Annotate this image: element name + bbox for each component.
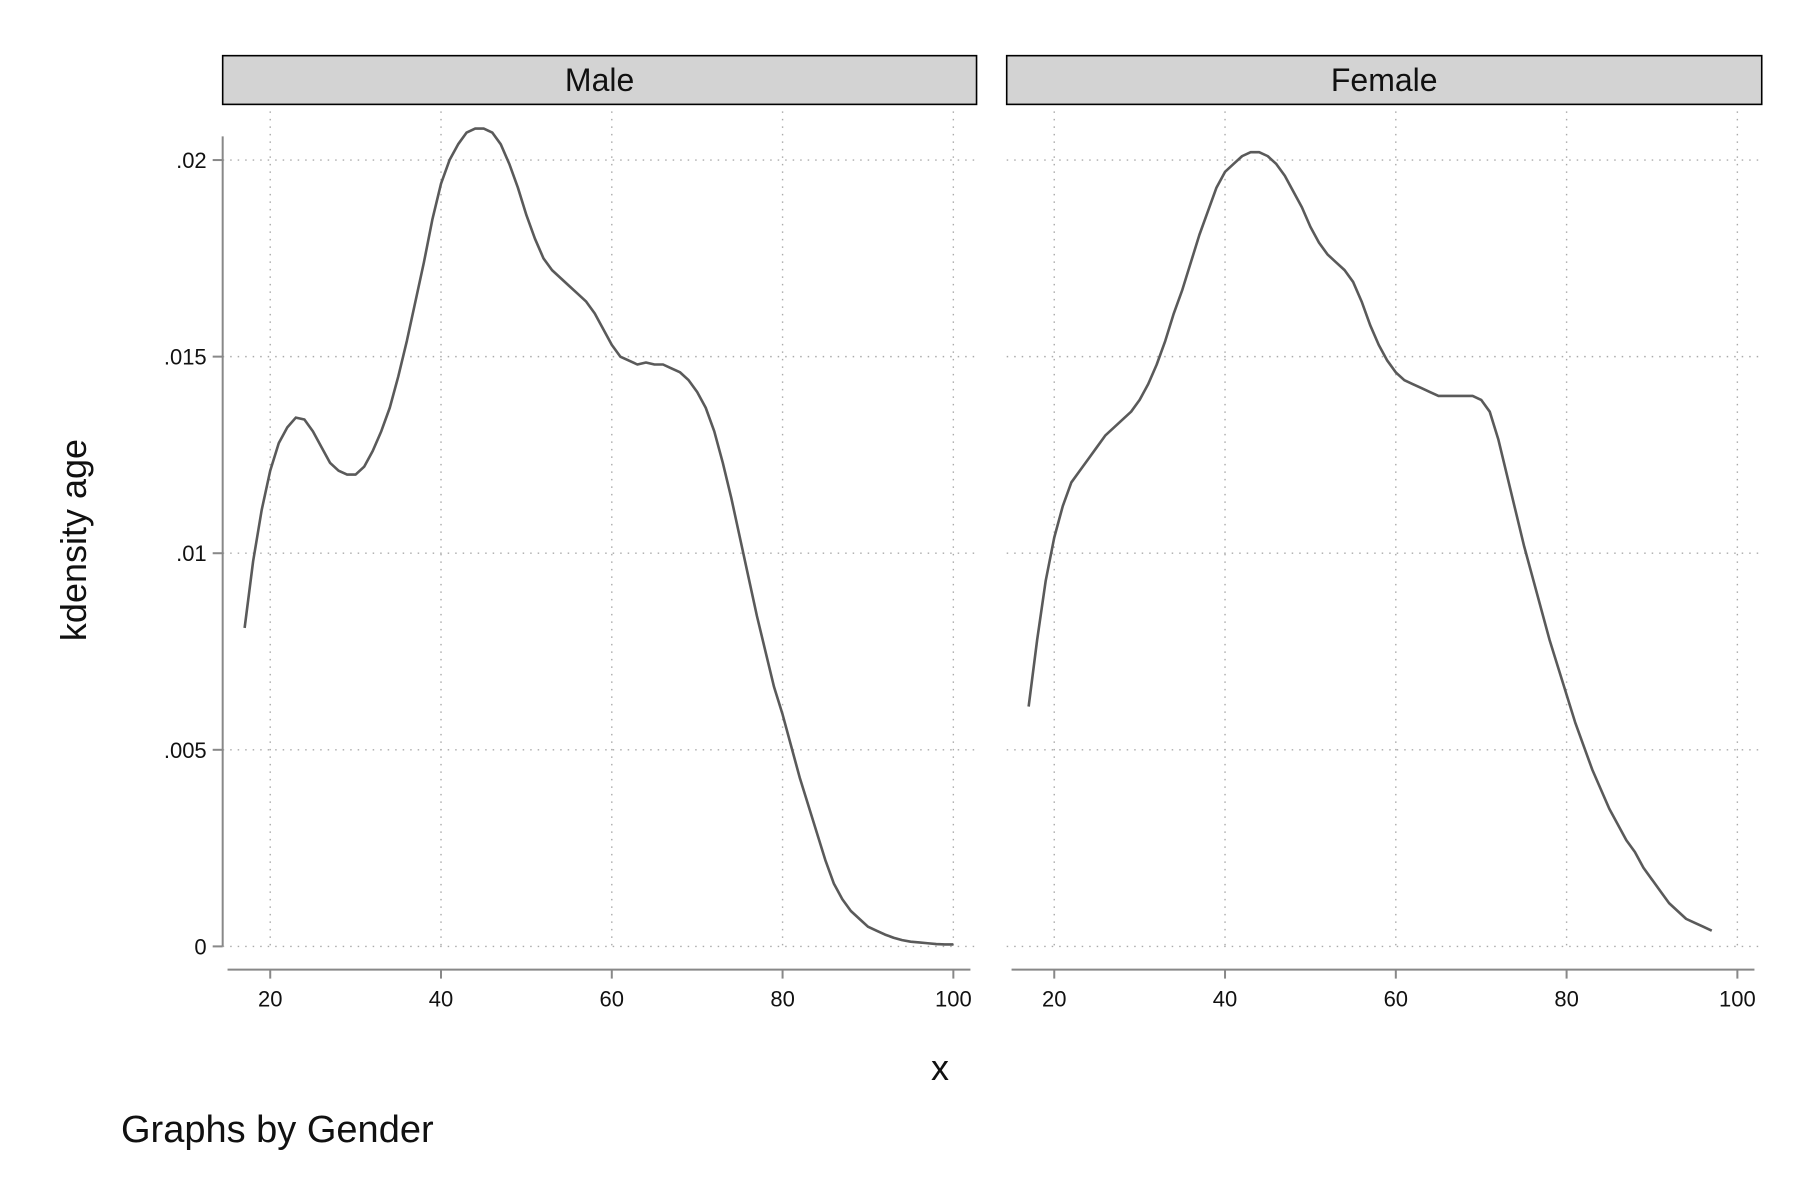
x-axis-title: x [931,1047,949,1088]
panel-female: Female 20 40 60 80 100 [1005,54,1763,1012]
x-tick-label: 100 [1719,987,1756,1012]
strip-label: Female [1331,62,1438,98]
y-tick-label: .02 [176,148,207,173]
x-tick-label: 80 [770,987,794,1012]
x-tick-label: 60 [600,987,624,1012]
x-tick-label: 20 [258,987,282,1012]
density-line-female [1027,150,1713,932]
x-tick-label: 80 [1554,987,1578,1012]
x-tick-label: 20 [1042,987,1066,1012]
x-tick-label: 100 [935,987,972,1012]
strip-label: Male [565,62,634,98]
strip-header [221,54,978,106]
density-line-male [243,127,954,946]
y-tick-label: .015 [164,345,207,370]
y-tick-label: .005 [164,738,207,763]
graph-note: Graphs by Gender [121,1109,434,1151]
panel-male: Male 20 40 60 80 100 0 .005 .01 .015 .02 [164,54,978,1012]
strip-header [1005,54,1763,106]
x-tick-label: 40 [1213,987,1237,1012]
panels-layer: Male 20 40 60 80 100 0 .005 .01 .015 .02 Female 20 40… [164,54,1763,1012]
y-axis-title: kdensity age [53,439,94,641]
y-tick-label: .01 [176,541,207,566]
y-tick-label: 0 [194,934,206,959]
x-tick-label: 40 [429,987,453,1012]
x-tick-label: 60 [1384,987,1408,1012]
